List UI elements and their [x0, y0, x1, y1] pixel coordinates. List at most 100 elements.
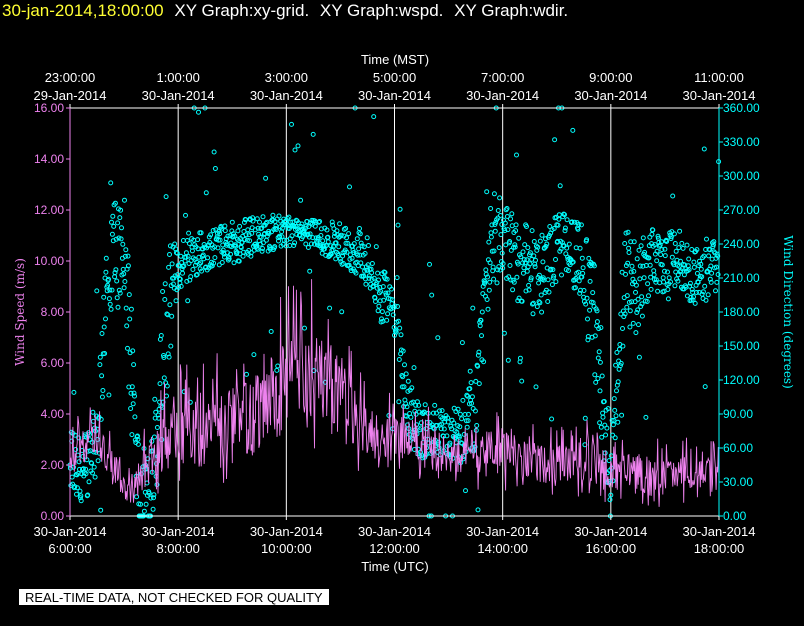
wdir-point — [572, 219, 577, 225]
wdir-point — [375, 308, 381, 314]
wdir-point — [295, 143, 301, 149]
wdir-point — [619, 412, 625, 418]
wdir-point — [270, 212, 276, 218]
wdir-point — [498, 232, 504, 238]
wdir-point — [534, 304, 540, 310]
top-tick-date-label: 30-Jan-2014 — [250, 88, 323, 103]
wdir-point — [512, 244, 518, 250]
y-right-tick-label: 240.00 — [723, 237, 760, 251]
wdir-point — [430, 410, 436, 416]
y-left-tick-label: 2.00 — [41, 458, 65, 472]
wdir-point — [385, 290, 391, 296]
wdir-point — [655, 288, 661, 294]
top-tick-time-label: 5:00:00 — [373, 70, 416, 85]
wdir-point — [172, 273, 178, 279]
wdir-point — [551, 226, 557, 231]
wdir-point — [625, 260, 631, 266]
wdir-point — [105, 282, 111, 288]
wdir-point — [257, 219, 262, 225]
wdir-point — [188, 274, 194, 280]
wdir-point — [274, 367, 280, 373]
wdir-point — [468, 380, 474, 386]
wdir-point — [113, 267, 119, 273]
wdir-point — [512, 242, 518, 248]
wdir-point — [78, 498, 84, 504]
wdir-point — [713, 264, 719, 270]
wdir-point — [549, 416, 555, 422]
wdir-point — [518, 254, 524, 260]
wdir-point — [617, 346, 622, 352]
wdir-point — [547, 224, 553, 229]
x-tick-time-label: 8:00:00 — [156, 541, 199, 556]
wdir-point — [389, 286, 394, 292]
wdir-point — [482, 279, 488, 285]
wdir-point — [123, 305, 129, 311]
wdir-point — [509, 223, 515, 229]
wdir-point — [89, 439, 95, 445]
wdir-point — [520, 249, 526, 255]
wdir-point — [276, 213, 282, 219]
wdir-point — [487, 279, 493, 285]
wdir-point — [260, 240, 266, 246]
wdir-point — [109, 231, 115, 237]
wdir-point — [632, 299, 638, 305]
wdir-point — [488, 234, 494, 240]
wdir-point — [651, 268, 657, 274]
wdir-point — [668, 279, 673, 285]
wdir-point — [546, 289, 552, 295]
wdir-point — [114, 278, 120, 284]
wdir-point — [526, 287, 532, 293]
wdir-point — [110, 213, 116, 219]
y-right-tick-label: 90.00 — [723, 407, 753, 421]
wdir-point — [119, 225, 124, 231]
wdir-point — [692, 300, 698, 306]
wdir-point — [379, 316, 384, 322]
wdir-point — [535, 244, 541, 250]
y-right-tick-label: 330.00 — [723, 135, 760, 149]
wdir-point — [513, 222, 519, 228]
wdir-point — [392, 303, 398, 309]
top-tick-time-label: 11:00:00 — [694, 70, 744, 85]
wdir-point — [217, 231, 223, 237]
wdir-point — [442, 416, 448, 421]
wdir-point — [691, 264, 697, 270]
wdir-point — [706, 253, 712, 259]
wdir-point — [103, 316, 108, 322]
x-tick-time-label: 16:00:00 — [586, 541, 637, 556]
wdir-point — [611, 417, 617, 423]
wdir-point — [215, 245, 221, 251]
wdir-point — [99, 331, 105, 336]
x-tick-time-label: 10:00:00 — [261, 541, 312, 556]
wdir-point — [480, 291, 486, 297]
wdir-point — [173, 298, 179, 304]
wdir-point — [626, 245, 632, 251]
wdir-point — [479, 309, 485, 315]
wdir-point — [233, 243, 239, 249]
wdir-point — [435, 335, 441, 341]
wdir-point — [395, 304, 400, 309]
wdir-point — [583, 301, 589, 307]
wdir-point — [646, 293, 651, 299]
wdir-point — [400, 374, 406, 380]
wdir-point — [617, 363, 623, 369]
wdir-point — [259, 248, 265, 254]
wdir-point — [612, 407, 618, 413]
wdir-point — [638, 304, 644, 309]
wdir-point — [466, 411, 471, 417]
wdir-point — [491, 276, 497, 282]
wdir-point — [444, 433, 450, 439]
wdir-point — [598, 325, 604, 331]
wdir-point — [477, 323, 483, 329]
wdir-point — [620, 343, 626, 349]
wdir-point — [125, 253, 131, 259]
wdir-point — [625, 229, 631, 235]
wdir-point — [681, 272, 687, 278]
wdir-point — [151, 492, 157, 498]
wdir-point — [234, 236, 240, 242]
top-tick-date-label: 30-Jan-2014 — [466, 88, 539, 103]
wdir-point — [302, 231, 308, 237]
wdir-point — [447, 440, 453, 446]
wdir-point — [620, 326, 625, 331]
wdir-point — [92, 474, 98, 480]
wdir-point — [248, 250, 254, 256]
